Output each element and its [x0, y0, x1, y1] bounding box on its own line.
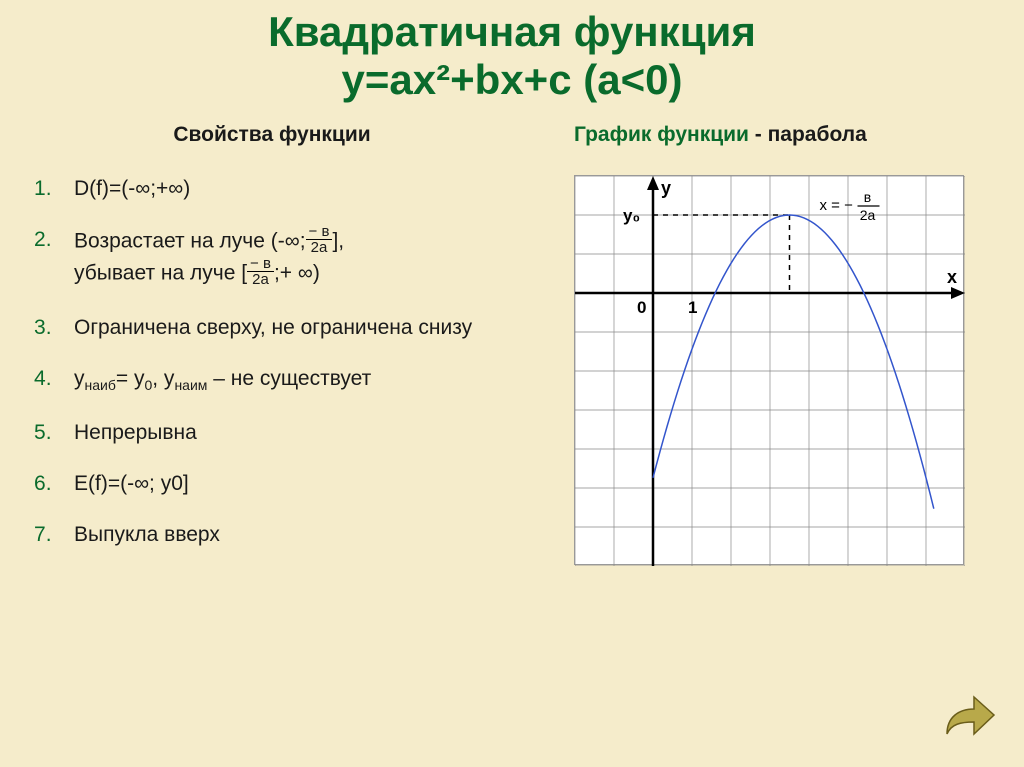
properties-list: D(f)=(-∞;+∞) Возрастает на луче (-∞;− в2…: [30, 175, 514, 549]
property-6: E(f)=(-∞; y0]: [34, 470, 514, 497]
property-3: Ограничена сверху, не ограничена снизу: [34, 314, 514, 341]
svg-text:0: 0: [637, 298, 646, 317]
svg-text:в: в: [864, 189, 871, 205]
fraction-2: − в2a: [247, 256, 274, 288]
property-2: Возрастает на луче (-∞;− в2a], убывает н…: [34, 226, 514, 290]
property-7: Выпукла вверх: [34, 521, 514, 548]
title-line-1: Квадратичная функция: [0, 8, 1024, 56]
fraction-1: − в2a: [306, 224, 333, 256]
chart-svg: y y₀ x 0 1 x = − в 2a: [575, 176, 965, 566]
svg-text:y: y: [661, 178, 671, 198]
properties-heading: Свойства функции: [30, 123, 514, 147]
svg-text:x: x: [947, 267, 957, 287]
svg-text:y₀: y₀: [623, 206, 640, 225]
svg-text:x = −: x = −: [820, 197, 854, 214]
property-4: yнаиб= y0, yнаим – не существует: [34, 365, 514, 394]
graph-heading: График функции - парабола: [544, 123, 994, 147]
return-icon[interactable]: [939, 692, 999, 747]
property-1: D(f)=(-∞;+∞): [34, 175, 514, 202]
parabola-chart: y y₀ x 0 1 x = − в 2a: [574, 175, 964, 565]
property-5: Непрерывна: [34, 419, 514, 446]
title-line-2: y=ax²+bx+c (a<0): [0, 56, 1024, 104]
svg-text:1: 1: [688, 298, 697, 317]
svg-text:2a: 2a: [860, 207, 876, 223]
